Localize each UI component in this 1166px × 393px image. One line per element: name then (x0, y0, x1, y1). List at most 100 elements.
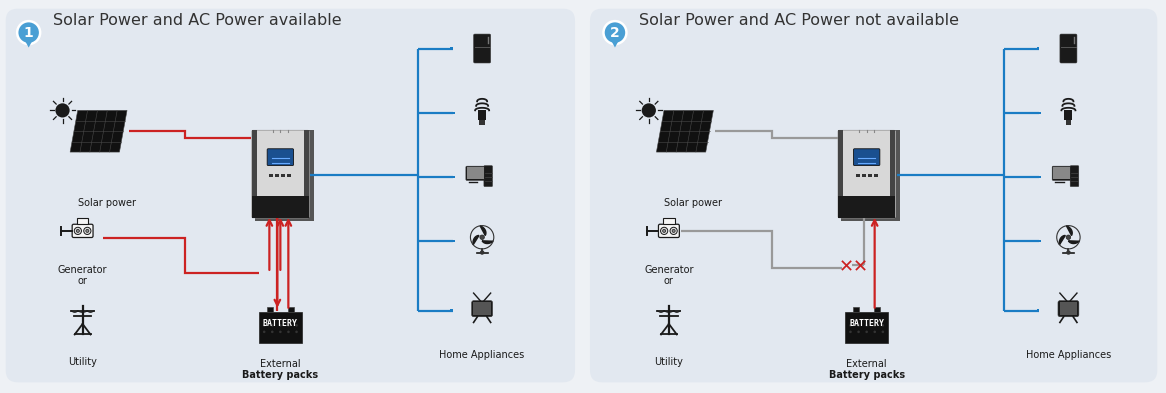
FancyBboxPatch shape (472, 301, 492, 317)
Bar (450, 310, 454, 312)
Bar (252, 196, 309, 218)
Text: Solar Power and AC Power available: Solar Power and AC Power available (52, 13, 342, 28)
Bar (450, 240, 454, 242)
Circle shape (670, 227, 677, 235)
Circle shape (17, 21, 40, 44)
FancyBboxPatch shape (473, 34, 491, 63)
Bar (454, 176, 455, 177)
Circle shape (262, 324, 266, 327)
Circle shape (1066, 250, 1070, 255)
Text: ✕: ✕ (840, 259, 855, 277)
Bar (473, 302, 491, 315)
Bar (478, 110, 486, 120)
FancyBboxPatch shape (484, 166, 492, 187)
Text: Utility: Utility (654, 357, 683, 367)
Text: Battery packs: Battery packs (243, 370, 318, 380)
Bar (663, 218, 675, 224)
Bar (454, 49, 455, 50)
Circle shape (672, 230, 675, 232)
Bar (1037, 176, 1039, 178)
Circle shape (857, 331, 859, 333)
Text: Solar Power and AC Power not available: Solar Power and AC Power not available (639, 13, 958, 28)
Circle shape (849, 331, 852, 333)
Circle shape (86, 230, 89, 232)
Polygon shape (480, 226, 486, 235)
Bar (890, 130, 895, 218)
Bar (841, 130, 900, 221)
FancyBboxPatch shape (659, 224, 680, 237)
Bar (468, 167, 484, 179)
Bar (845, 312, 888, 343)
Bar (1039, 177, 1041, 178)
Circle shape (56, 103, 70, 118)
Bar (1039, 49, 1041, 50)
Bar (852, 307, 859, 312)
FancyBboxPatch shape (854, 149, 880, 165)
Bar (1037, 48, 1039, 50)
Text: External: External (260, 360, 301, 369)
FancyBboxPatch shape (72, 224, 93, 237)
Bar (259, 312, 302, 343)
Bar (838, 130, 843, 218)
Bar (1066, 120, 1072, 125)
Text: Solar power: Solar power (78, 198, 135, 208)
FancyBboxPatch shape (1058, 301, 1079, 317)
Text: BATTERY: BATTERY (262, 319, 297, 328)
Bar (1037, 310, 1039, 312)
Circle shape (287, 331, 289, 333)
Circle shape (271, 331, 274, 333)
Circle shape (849, 324, 852, 327)
Circle shape (271, 324, 274, 327)
FancyBboxPatch shape (590, 9, 1158, 382)
Bar (281, 174, 286, 177)
Circle shape (279, 324, 282, 327)
Text: BATTERY: BATTERY (849, 319, 884, 328)
Bar (1039, 241, 1041, 242)
Polygon shape (609, 36, 621, 48)
Bar (288, 307, 294, 312)
Bar (873, 174, 878, 177)
FancyBboxPatch shape (1052, 166, 1072, 180)
Bar (1060, 302, 1077, 315)
Circle shape (662, 230, 666, 232)
Polygon shape (482, 241, 493, 244)
Text: Utility: Utility (68, 357, 97, 367)
Bar (288, 174, 292, 177)
Text: Home Appliances: Home Appliances (440, 351, 525, 360)
Bar (1037, 240, 1039, 242)
Text: Battery packs: Battery packs (829, 370, 905, 380)
Bar (454, 112, 455, 113)
Polygon shape (1067, 226, 1073, 235)
Bar (1039, 112, 1041, 113)
Text: or: or (663, 276, 674, 286)
Polygon shape (70, 110, 127, 152)
FancyBboxPatch shape (1070, 166, 1079, 187)
Circle shape (279, 331, 282, 333)
Circle shape (865, 324, 868, 327)
Circle shape (881, 331, 884, 333)
Bar (454, 240, 455, 241)
Bar (267, 307, 273, 312)
Bar (874, 307, 880, 312)
Bar (252, 130, 257, 218)
Circle shape (287, 324, 289, 327)
Polygon shape (1068, 241, 1080, 244)
Circle shape (262, 331, 266, 333)
Circle shape (295, 324, 297, 327)
Bar (862, 174, 865, 177)
Text: Solar power: Solar power (663, 198, 722, 208)
Circle shape (881, 324, 884, 327)
Bar (450, 176, 454, 178)
Circle shape (604, 21, 626, 44)
Circle shape (76, 230, 79, 232)
Circle shape (480, 250, 484, 255)
Polygon shape (473, 235, 479, 245)
Polygon shape (656, 110, 714, 152)
Text: External: External (847, 360, 887, 369)
Circle shape (865, 331, 868, 333)
Circle shape (75, 227, 82, 235)
Bar (454, 177, 455, 178)
Bar (454, 241, 455, 242)
Text: ✕: ✕ (854, 259, 869, 277)
Text: Home Appliances: Home Appliances (1026, 351, 1111, 360)
